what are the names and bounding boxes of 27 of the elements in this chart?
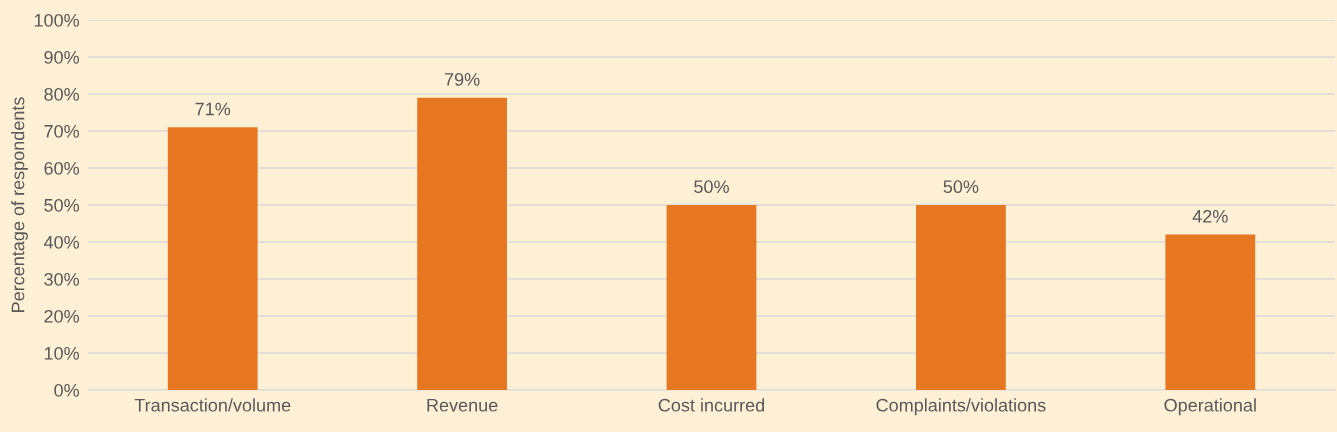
y-tick-label: 50% [44, 198, 80, 212]
data-label: 42% [1192, 209, 1228, 223]
bar [1165, 234, 1256, 390]
data-label: 79% [444, 73, 480, 86]
y-tick-label: 30% [44, 272, 80, 286]
y-tick-label: 60% [44, 161, 80, 175]
x-tick-label: Complaints/violations [876, 398, 1046, 416]
x-tick-label: Transaction/volume [134, 398, 291, 412]
y-tick-label: 10% [44, 346, 80, 360]
bar [417, 97, 507, 390]
y-tick-label: 40% [43, 235, 80, 249]
y-tick-label: 0% [54, 383, 80, 397]
bar [916, 205, 1006, 390]
x-tick-label: Cost incurred [658, 398, 765, 412]
y-tick-label: 20% [44, 309, 80, 323]
data-label: 50% [943, 180, 979, 194]
bar [167, 127, 258, 390]
x-tick-label: Operational [1164, 398, 1256, 416]
data-label: 50% [694, 180, 729, 194]
y-tick-label: 90% [44, 50, 80, 64]
y-tick-label: 80% [44, 87, 80, 101]
bar [666, 205, 757, 390]
y-tick-label: 70% [44, 124, 80, 138]
x-tick-label: Revenue [427, 399, 498, 412]
data-label: 71% [195, 102, 231, 116]
y-axis-title: Percentage of respondents [11, 97, 28, 312]
y-tick-label: 100% [34, 13, 80, 27]
